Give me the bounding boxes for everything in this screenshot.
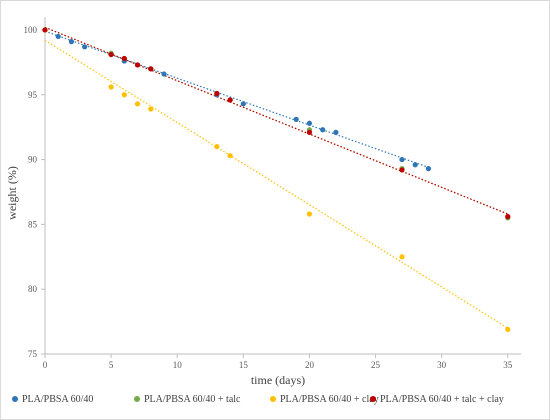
data-point-1 (412, 162, 418, 168)
legend: PLA/PBSA 60/40 PLA/PBSA 60/40 + talc PLA/P… (12, 394, 504, 405)
y-tick-label: 75 (28, 349, 38, 359)
legend-label-4: PLA/PBSA 60/40 + talc + clay (380, 394, 504, 405)
data-point-3 (121, 92, 127, 98)
legend-marker-2 (134, 396, 140, 402)
data-point-4 (227, 97, 233, 103)
data-point-1 (161, 71, 167, 77)
y-axis-title: weight (%) (5, 166, 19, 220)
axes: 0 5 10 15 20 25 30 35 75 80 85 90 95 100 (24, 17, 521, 370)
legend-marker-4 (370, 396, 376, 402)
y-tick-label: 85 (28, 219, 38, 229)
legend-label-1: PLA/PBSA 60/40 (22, 394, 93, 405)
data-point-1 (240, 101, 246, 107)
y-tick-label: 90 (28, 155, 38, 165)
x-tick-label: 10 (173, 360, 183, 370)
data-point-1 (82, 44, 88, 50)
data-point-3 (134, 101, 141, 107)
x-tick-label: 5 (109, 360, 114, 370)
x-tick-label: 35 (503, 360, 513, 370)
y-tick-label: 95 (28, 90, 38, 100)
x-tick-label: 20 (305, 360, 315, 370)
data-point-1 (55, 33, 61, 40)
data-point-1 (399, 156, 405, 163)
data-point-4 (505, 214, 511, 220)
data-point-1 (306, 120, 313, 126)
data-point-3 (148, 106, 154, 112)
y-tick-label: 80 (28, 284, 38, 294)
x-tick-label: 0 (43, 360, 48, 370)
data-point-3 (227, 153, 233, 159)
data-point-3 (505, 326, 511, 332)
trend-line-1 (44, 30, 429, 168)
x-tick-label: 30 (437, 360, 447, 370)
data-point-4 (134, 62, 141, 68)
legend-marker-1 (12, 396, 18, 402)
data-point-1 (320, 127, 326, 133)
data-point-4 (121, 55, 127, 62)
x-axis-title: time (days) (251, 373, 305, 387)
trend-lines (44, 26, 509, 329)
data-point-3 (214, 144, 220, 150)
data-point-3 (306, 211, 313, 217)
data-points (42, 27, 511, 332)
data-point-4 (148, 66, 154, 72)
trend-line-3 (44, 39, 509, 329)
data-point-3 (399, 254, 405, 260)
trend-line-4 (44, 26, 509, 215)
y-tick-label: 100 (24, 25, 38, 35)
data-point-4 (108, 51, 114, 58)
x-tick-label: 15 (239, 360, 249, 370)
data-point-4 (399, 167, 405, 173)
legend-label-2: PLA/PBSA 60/40 + talc (144, 394, 241, 405)
data-point-4 (42, 27, 48, 33)
data-point-1 (425, 166, 432, 172)
data-point-4 (214, 90, 220, 97)
legend-marker-3 (270, 396, 276, 402)
data-point-1 (68, 39, 75, 45)
data-point-1 (293, 116, 299, 122)
x-tick-label: 25 (371, 360, 381, 370)
data-point-1 (333, 129, 339, 135)
data-point-4 (306, 129, 313, 135)
data-point-3 (108, 84, 114, 90)
legend-label-3: PLA/PBSA 60/40 + clay (280, 394, 379, 405)
